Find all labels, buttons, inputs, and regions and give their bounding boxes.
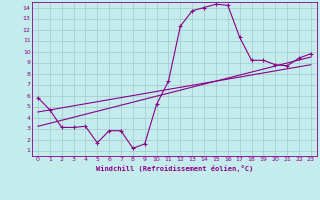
X-axis label: Windchill (Refroidissement éolien,°C): Windchill (Refroidissement éolien,°C): [96, 165, 253, 172]
